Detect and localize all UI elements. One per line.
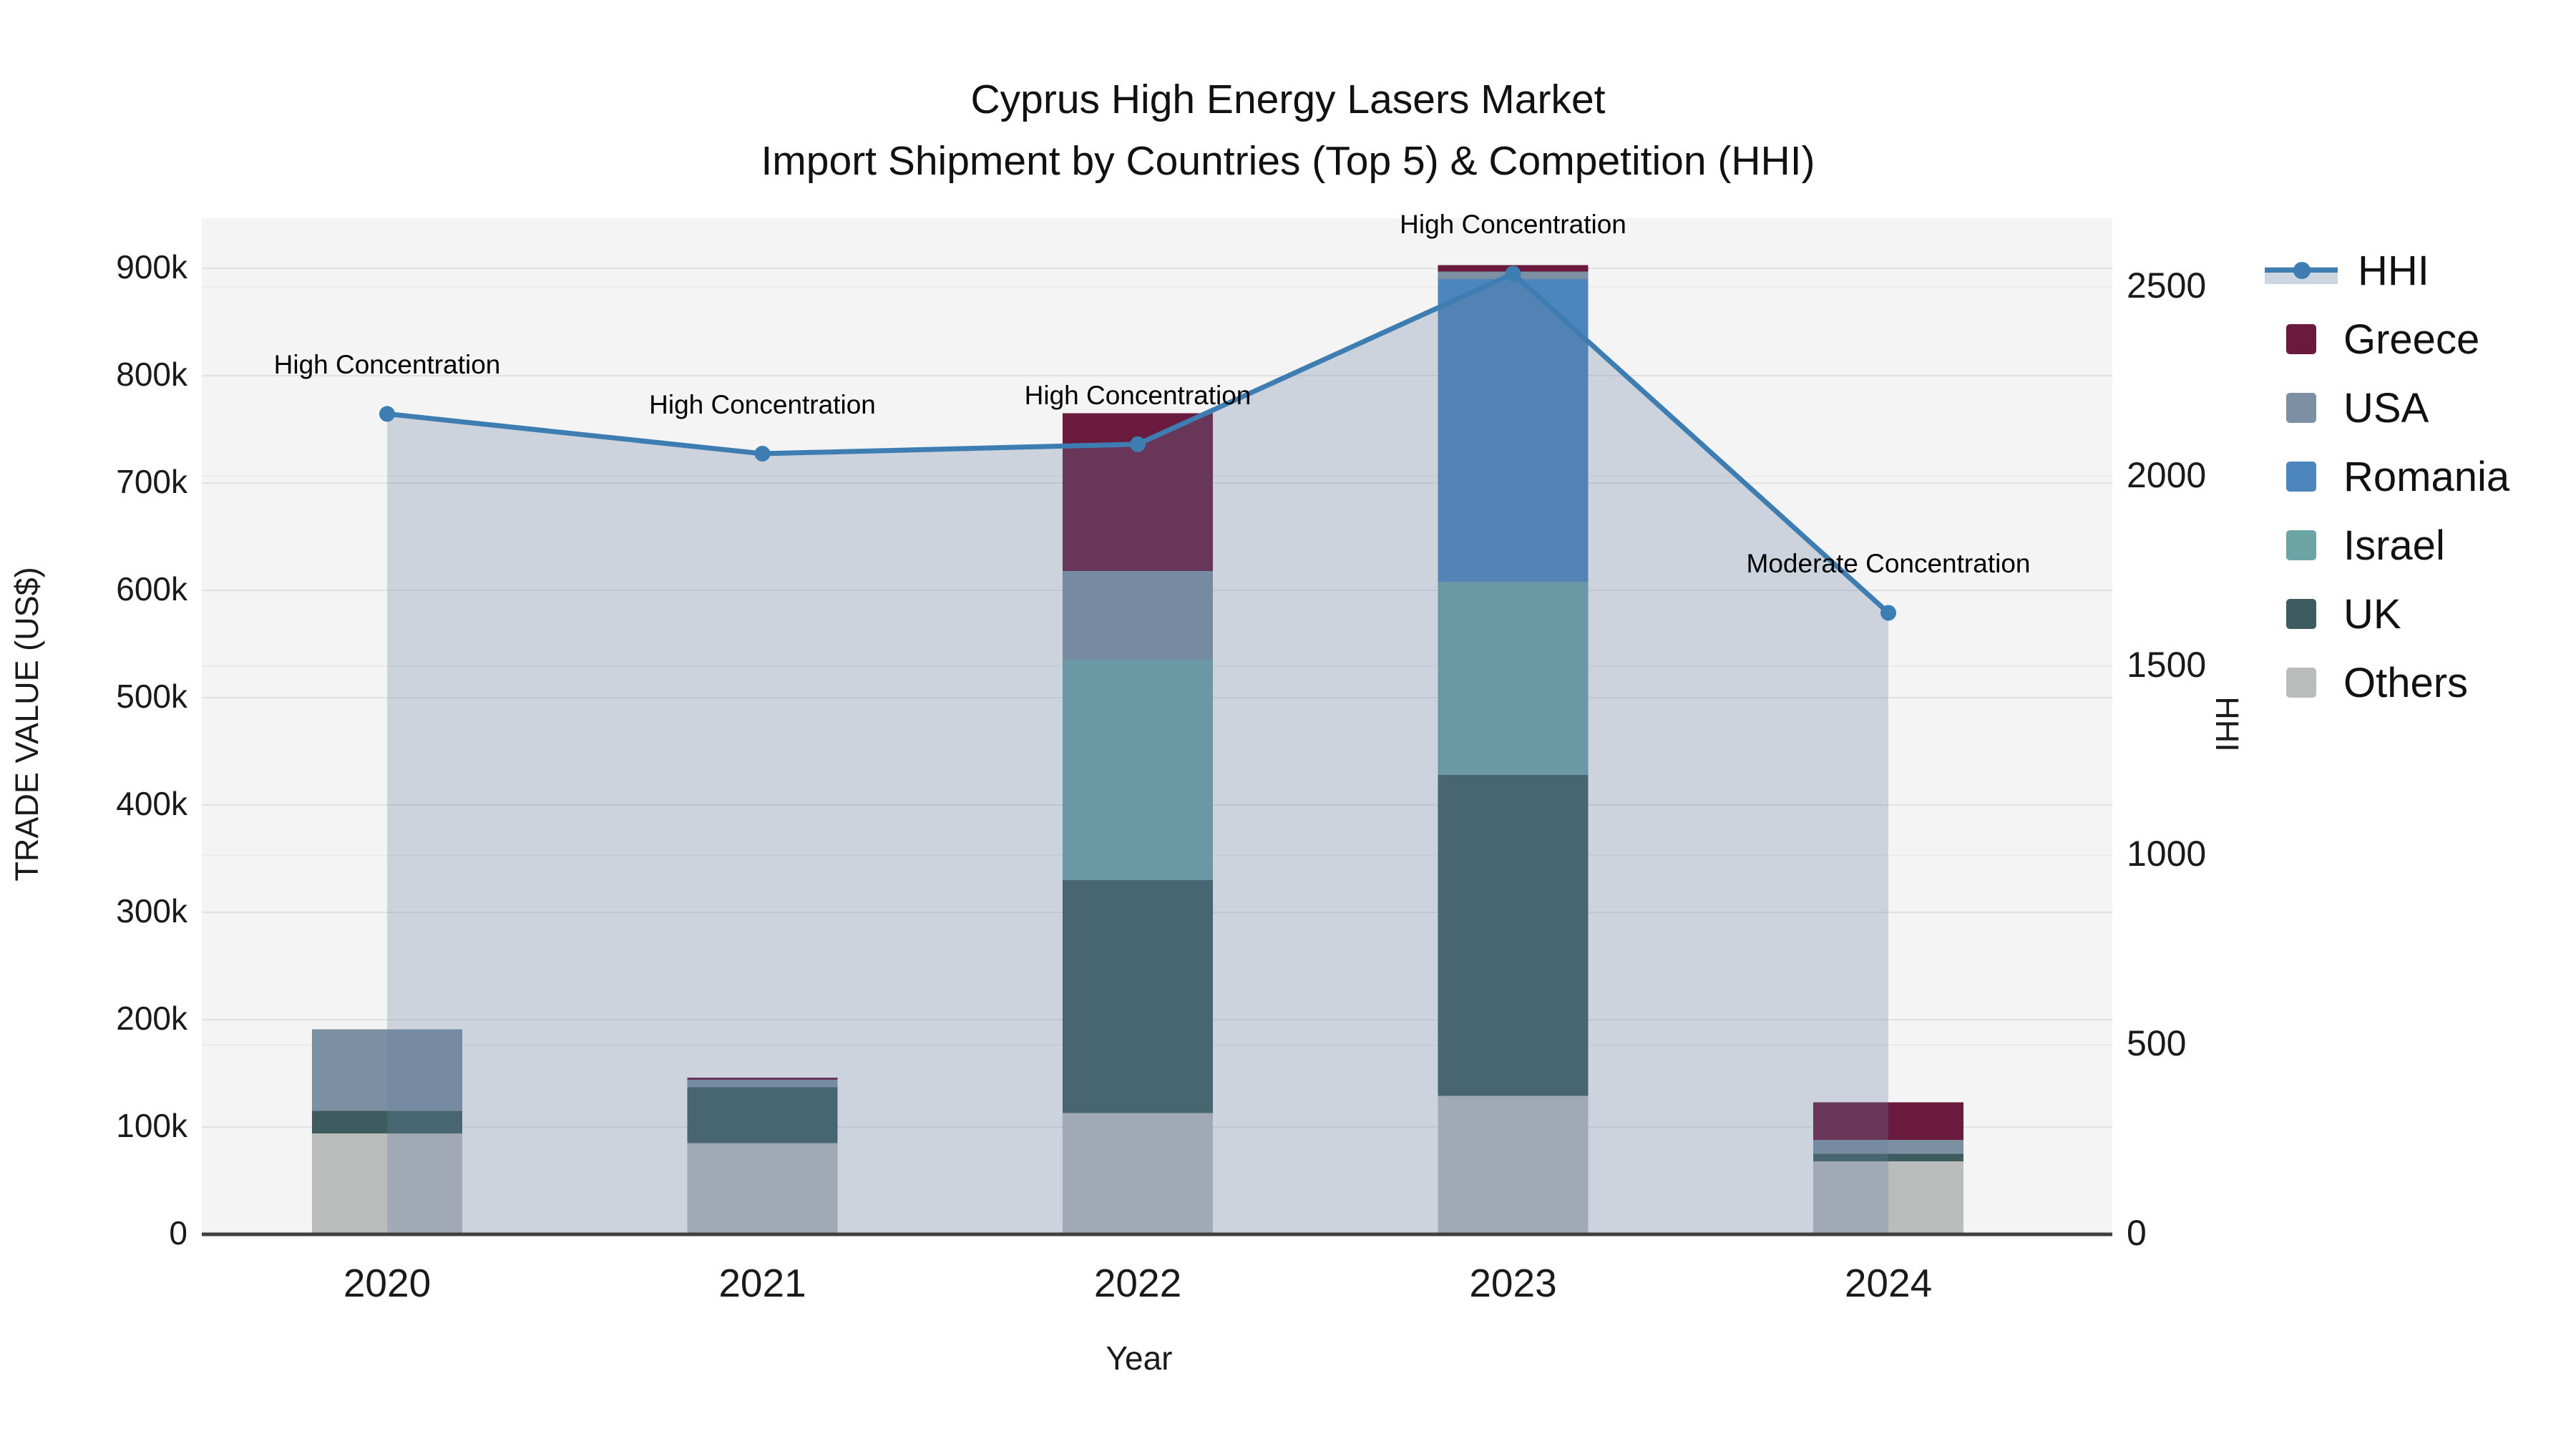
y-left-tick-800k: 800k xyxy=(116,356,187,393)
bar-segment-others-2021 xyxy=(687,1143,838,1234)
bar-segment-uk-2024 xyxy=(1813,1153,1963,1161)
legend-item-romania[interactable]: Romania xyxy=(2265,442,2509,511)
y-axis-left-title: TRADE VALUE (US$) xyxy=(9,567,45,882)
y-left-tick-300k: 300k xyxy=(116,892,187,930)
bar-segment-usa-2020 xyxy=(312,1029,462,1111)
legend-label-hhi: HHI xyxy=(2358,247,2429,294)
x-tick-2022: 2022 xyxy=(1093,1261,1182,1305)
bar-segment-usa-2022 xyxy=(1063,571,1213,660)
legend-item-israel[interactable]: Israel xyxy=(2265,511,2509,580)
bar-segment-greece-2021 xyxy=(687,1078,838,1080)
legend-swatch-usa xyxy=(2286,393,2316,423)
x-axis-title: Year xyxy=(1106,1340,1173,1377)
bar-segment-others-2024 xyxy=(1813,1161,1963,1234)
legend-label-israel: Israel xyxy=(2343,522,2445,569)
bar-segment-usa-2024 xyxy=(1813,1140,1963,1154)
legend-label-greece: Greece xyxy=(2343,316,2480,363)
y-axis-right-title: HHI xyxy=(2209,696,2245,752)
hhi-marker-2022 xyxy=(1130,436,1146,452)
x-tick-2023: 2023 xyxy=(1469,1261,1557,1305)
annotation-2024: Moderate Concentration xyxy=(1746,549,2031,579)
y-left-tick-100k: 100k xyxy=(116,1107,187,1144)
y-left-tick-600k: 600k xyxy=(116,570,187,608)
bar-segment-uk-2023 xyxy=(1438,775,1589,1096)
x-tick-2024: 2024 xyxy=(1844,1261,1933,1305)
bar-segment-others-2020 xyxy=(312,1133,462,1234)
y-left-tick-900k: 900k xyxy=(116,248,187,286)
y-right-tick-2500: 2500 xyxy=(2127,265,2207,306)
legend-swatch-romania xyxy=(2286,462,2316,492)
legend-item-usa[interactable]: USA xyxy=(2265,374,2509,442)
legend-label-others: Others xyxy=(2343,659,2469,706)
legend-item-hhi[interactable]: HHI xyxy=(2265,236,2509,305)
annotation-2021: High Concentration xyxy=(649,390,876,420)
bar-segment-others-2023 xyxy=(1438,1096,1589,1234)
y-right-tick-1000: 1000 xyxy=(2127,834,2207,874)
annotation-2022: High Concentration xyxy=(1024,380,1252,410)
bar-segment-usa-2021 xyxy=(687,1080,838,1088)
y-right-tick-1500: 1500 xyxy=(2127,644,2207,685)
legend-label-usa: USA xyxy=(2343,384,2429,431)
legend-label-uk: UK xyxy=(2343,590,2401,638)
y-left-tick-500k: 500k xyxy=(116,678,187,715)
legend-swatch-greece xyxy=(2286,324,2316,354)
y-left-tick-700k: 700k xyxy=(116,463,187,500)
y-right-tick-0: 0 xyxy=(2127,1213,2147,1253)
hhi-line-legend-icon xyxy=(2265,255,2338,286)
legend-item-greece[interactable]: Greece xyxy=(2265,305,2509,374)
hhi-marker-2024 xyxy=(1880,605,1896,621)
bar-segment-israel-2023 xyxy=(1438,582,1589,775)
chart-title-line1: Cyprus High Energy Lasers Market xyxy=(970,77,1606,122)
y-right-tick-500: 500 xyxy=(2127,1023,2187,1064)
y-right-tick-2000: 2000 xyxy=(2127,454,2207,495)
hhi-area-fill xyxy=(387,273,1888,1234)
bar-segment-uk-2022 xyxy=(1063,880,1213,1113)
legend-label-romania: Romania xyxy=(2343,453,2510,500)
legend-swatch-uk xyxy=(2286,599,2316,629)
y-left-tick-0: 0 xyxy=(169,1214,187,1252)
bar-segment-greece-2024 xyxy=(1813,1102,1963,1140)
hhi-marker-2021 xyxy=(754,446,771,462)
x-tick-2020: 2020 xyxy=(343,1261,431,1305)
legend-swatch-others xyxy=(2286,668,2316,698)
chart-title-line2: Import Shipment by Countries (Top 5) & C… xyxy=(761,138,1815,184)
bar-segment-romania-2023 xyxy=(1438,279,1589,582)
bar-segment-uk-2020 xyxy=(312,1111,462,1133)
bar-segment-uk-2021 xyxy=(687,1087,838,1143)
bar-segment-others-2022 xyxy=(1063,1113,1213,1234)
annotation-2023: High Concentration xyxy=(1400,210,1626,240)
y-left-tick-400k: 400k xyxy=(116,785,187,822)
legend-item-others[interactable]: Others xyxy=(2265,648,2509,717)
hhi-marker-2023 xyxy=(1505,265,1521,282)
legend-swatch-israel xyxy=(2286,530,2316,560)
x-tick-2021: 2021 xyxy=(718,1261,806,1305)
annotation-2020: High Concentration xyxy=(273,350,501,380)
y-left-tick-200k: 200k xyxy=(116,1000,187,1037)
chart-title: Cyprus High Energy Lasers Market Import … xyxy=(0,69,2576,192)
legend-item-uk[interactable]: UK xyxy=(2265,580,2509,648)
bar-segment-israel-2022 xyxy=(1063,660,1213,880)
legend: HHI Greece USA Romania Israel UK Others xyxy=(2265,236,2509,717)
hhi-marker-2020 xyxy=(379,406,395,422)
